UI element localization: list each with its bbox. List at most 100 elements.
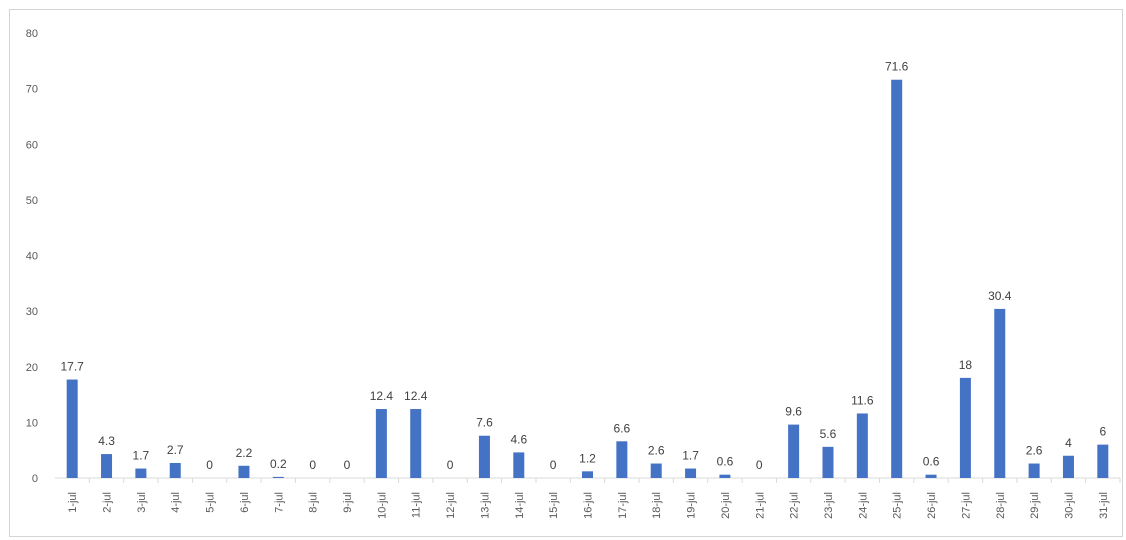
data-label: 11.6 xyxy=(851,393,874,407)
x-tick-label: 8-jul xyxy=(308,492,320,513)
bar xyxy=(891,79,903,478)
x-tick-label: 21-jul xyxy=(754,492,766,519)
data-label: 30.4 xyxy=(988,289,1012,303)
bar xyxy=(478,435,490,478)
x-tick-label: 19-jul xyxy=(686,492,698,519)
x-tick-label: 2-jul xyxy=(102,492,114,513)
y-tick-label: 10 xyxy=(26,417,38,429)
x-tick-label: 30-jul xyxy=(1063,492,1075,519)
data-label: 2.6 xyxy=(648,444,665,458)
x-tick-label: 27-jul xyxy=(960,492,972,519)
data-label: 0 xyxy=(309,458,316,472)
y-tick-label: 20 xyxy=(26,362,38,374)
y-tick-label: 70 xyxy=(26,84,38,96)
data-labels: 17.7 4.3 1.7 2.7 0 2.2 0.2 0 0 12.4 12.4 0 7.6 4.6 0 1.… xyxy=(60,60,1106,472)
y-tick-label: 30 xyxy=(26,306,38,318)
x-tick-label: 23-jul xyxy=(823,492,835,519)
data-label: 0.6 xyxy=(717,455,734,469)
bar xyxy=(238,465,250,478)
x-tick-label: 16-jul xyxy=(583,492,595,519)
data-label: 1.7 xyxy=(133,449,150,463)
y-tick-label: 60 xyxy=(26,139,38,151)
bar xyxy=(788,424,800,478)
data-label: 0.6 xyxy=(923,455,940,469)
data-label: 18 xyxy=(959,358,973,372)
y-tick-label: 0 xyxy=(32,473,38,485)
bar xyxy=(410,409,422,478)
x-tick-label: 22-jul xyxy=(789,492,801,519)
data-label: 12.4 xyxy=(404,389,428,403)
x-tick-label: 5-jul xyxy=(205,492,217,513)
data-label: 4.6 xyxy=(510,432,527,446)
x-tick-label: 17-jul xyxy=(617,492,629,519)
data-label: 2.2 xyxy=(236,446,253,460)
x-tick-label: 3-jul xyxy=(136,492,148,513)
x-tick-label: 31-jul xyxy=(1098,492,1110,519)
data-label: 2.7 xyxy=(167,443,184,457)
x-tick-label: 12-jul xyxy=(445,492,457,519)
bar xyxy=(1028,463,1040,478)
data-label: 1.2 xyxy=(579,451,596,465)
bar xyxy=(822,446,834,478)
data-label: 2.6 xyxy=(1026,444,1043,458)
y-axis: 0 10 20 30 40 50 60 70 80 xyxy=(26,28,38,485)
bar xyxy=(994,308,1006,478)
data-label: 4 xyxy=(1065,436,1072,450)
bar xyxy=(101,454,113,478)
bar xyxy=(66,379,78,478)
x-tick-label: 18-jul xyxy=(651,492,663,519)
data-label: 9.6 xyxy=(785,405,802,419)
x-tick-label: 13-jul xyxy=(479,492,491,519)
y-tick-label: 40 xyxy=(26,251,38,263)
x-tick-label: 25-jul xyxy=(892,492,904,519)
data-label: 0 xyxy=(550,458,557,472)
data-label: 71.6 xyxy=(885,60,909,74)
bar xyxy=(1062,455,1074,478)
data-label: 12.4 xyxy=(370,389,394,403)
x-tick-label: 9-jul xyxy=(342,492,354,513)
bar xyxy=(272,476,284,478)
bar xyxy=(169,462,181,478)
chart-area xyxy=(9,9,1123,537)
bar xyxy=(959,377,971,478)
x-tick-label: 24-jul xyxy=(857,492,869,519)
x-axis: 1-jul 2-jul 3-jul 4-jul 5-jul 6-jul 7-jul 8-jul… xyxy=(67,478,1121,519)
bar xyxy=(925,474,937,478)
bar xyxy=(719,474,731,478)
data-label: 0 xyxy=(206,458,213,472)
x-tick-label: 15-jul xyxy=(548,492,560,519)
data-label: 7.6 xyxy=(476,416,493,430)
data-label: 0 xyxy=(344,458,351,472)
data-label: 0.2 xyxy=(270,457,287,471)
data-label: 0 xyxy=(756,458,763,472)
bar xyxy=(582,471,593,478)
bar xyxy=(135,468,147,478)
x-tick-label: 10-jul xyxy=(376,492,388,519)
data-label: 17.7 xyxy=(60,360,84,374)
data-label: 0 xyxy=(447,458,454,472)
bar xyxy=(856,413,868,478)
x-tick-label: 26-jul xyxy=(926,492,938,519)
bar xyxy=(685,468,697,478)
x-tick-label: 14-jul xyxy=(514,492,526,519)
y-tick-label: 50 xyxy=(26,195,38,207)
x-tick-label: 11-jul xyxy=(411,492,423,518)
bar-series xyxy=(66,79,1109,478)
x-tick-label: 1-jul xyxy=(67,492,79,513)
data-label: 5.6 xyxy=(820,427,837,441)
bar xyxy=(1097,444,1109,478)
bar xyxy=(375,409,387,478)
data-label: 6.6 xyxy=(614,421,631,435)
bar xyxy=(650,463,662,478)
data-label: 4.3 xyxy=(98,434,115,448)
x-tick-label: 29-jul xyxy=(1029,492,1041,519)
y-tick-label: 80 xyxy=(26,28,38,40)
x-tick-label: 28-jul xyxy=(995,492,1007,519)
x-tick-label: 20-jul xyxy=(720,492,732,519)
data-label: 1.7 xyxy=(682,449,699,463)
bar xyxy=(616,441,628,478)
x-tick-label: 7-jul xyxy=(273,492,285,513)
bar xyxy=(513,452,525,478)
x-tick-label: 4-jul xyxy=(170,492,182,513)
